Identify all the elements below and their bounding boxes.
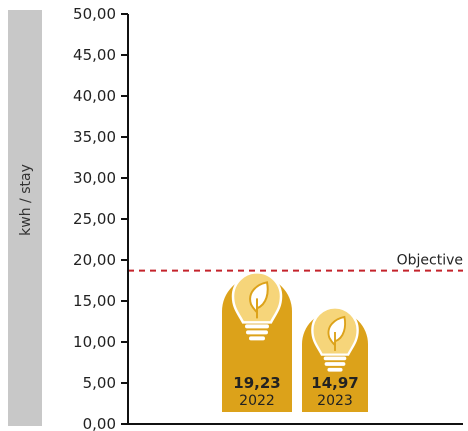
y-tick-label: 50,00	[73, 5, 116, 23]
y-tick-label: 45,00	[73, 46, 116, 64]
lightbulb-leaf-icon	[231, 271, 283, 341]
objective-label: Objective	[397, 253, 463, 269]
y-tick-label: 15,00	[73, 292, 116, 310]
y-tick-label: 20,00	[73, 251, 116, 269]
bar-value-label: 14,97	[311, 374, 358, 392]
y-axis-label: kwh / stay	[18, 164, 34, 236]
bar-category-label: 2022	[239, 393, 275, 409]
y-axis-ticks: 0,00 5,00 10,00 15,00 20,00 25,00 30,00 35,00 40…	[73, 5, 128, 431]
y-tick-label: 40,00	[73, 87, 116, 105]
y-tick-label: 25,00	[73, 210, 116, 228]
y-tick-label: 0,00	[83, 415, 116, 431]
bar-category-label: 2023	[317, 393, 353, 409]
y-tick-label: 10,00	[73, 333, 116, 351]
lightbulb-leaf-icon	[311, 306, 359, 372]
ylabel-band	[8, 10, 42, 426]
y-tick-label: 5,00	[83, 374, 116, 392]
y-tick-label: 30,00	[73, 169, 116, 187]
y-tick-label: 35,00	[73, 128, 116, 146]
bar-value-label: 19,23	[233, 374, 280, 392]
